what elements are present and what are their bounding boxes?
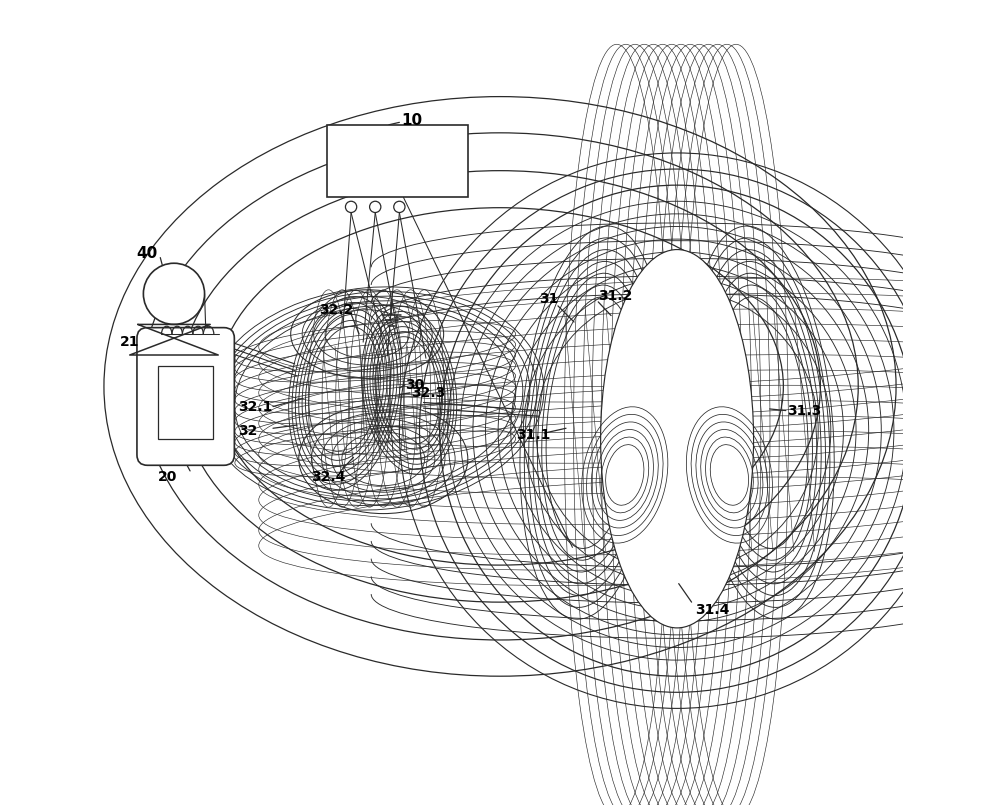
Circle shape: [370, 201, 381, 213]
Bar: [327, 125, 468, 197]
Text: 32.2: 32.2: [319, 303, 353, 317]
Bar: [158, 366, 213, 439]
FancyBboxPatch shape: [137, 328, 234, 465]
Text: 31.2: 31.2: [598, 289, 633, 303]
Text: 31.1: 31.1: [516, 427, 550, 442]
Text: 20: 20: [158, 469, 177, 484]
Text: 32: 32: [238, 423, 258, 438]
Text: 30: 30: [405, 378, 424, 392]
Text: 31.4: 31.4: [695, 603, 729, 617]
Text: 32.3: 32.3: [411, 386, 446, 400]
Text: 31: 31: [539, 292, 558, 307]
Text: 32.1: 32.1: [238, 399, 273, 414]
Text: 40: 40: [136, 246, 157, 261]
Circle shape: [345, 201, 357, 213]
Circle shape: [394, 201, 405, 213]
Text: 31.3: 31.3: [787, 403, 822, 418]
Text: 21: 21: [120, 335, 140, 349]
Circle shape: [143, 263, 205, 324]
Ellipse shape: [601, 250, 754, 628]
Text: 32.4: 32.4: [311, 469, 345, 484]
Text: 10: 10: [401, 114, 422, 128]
